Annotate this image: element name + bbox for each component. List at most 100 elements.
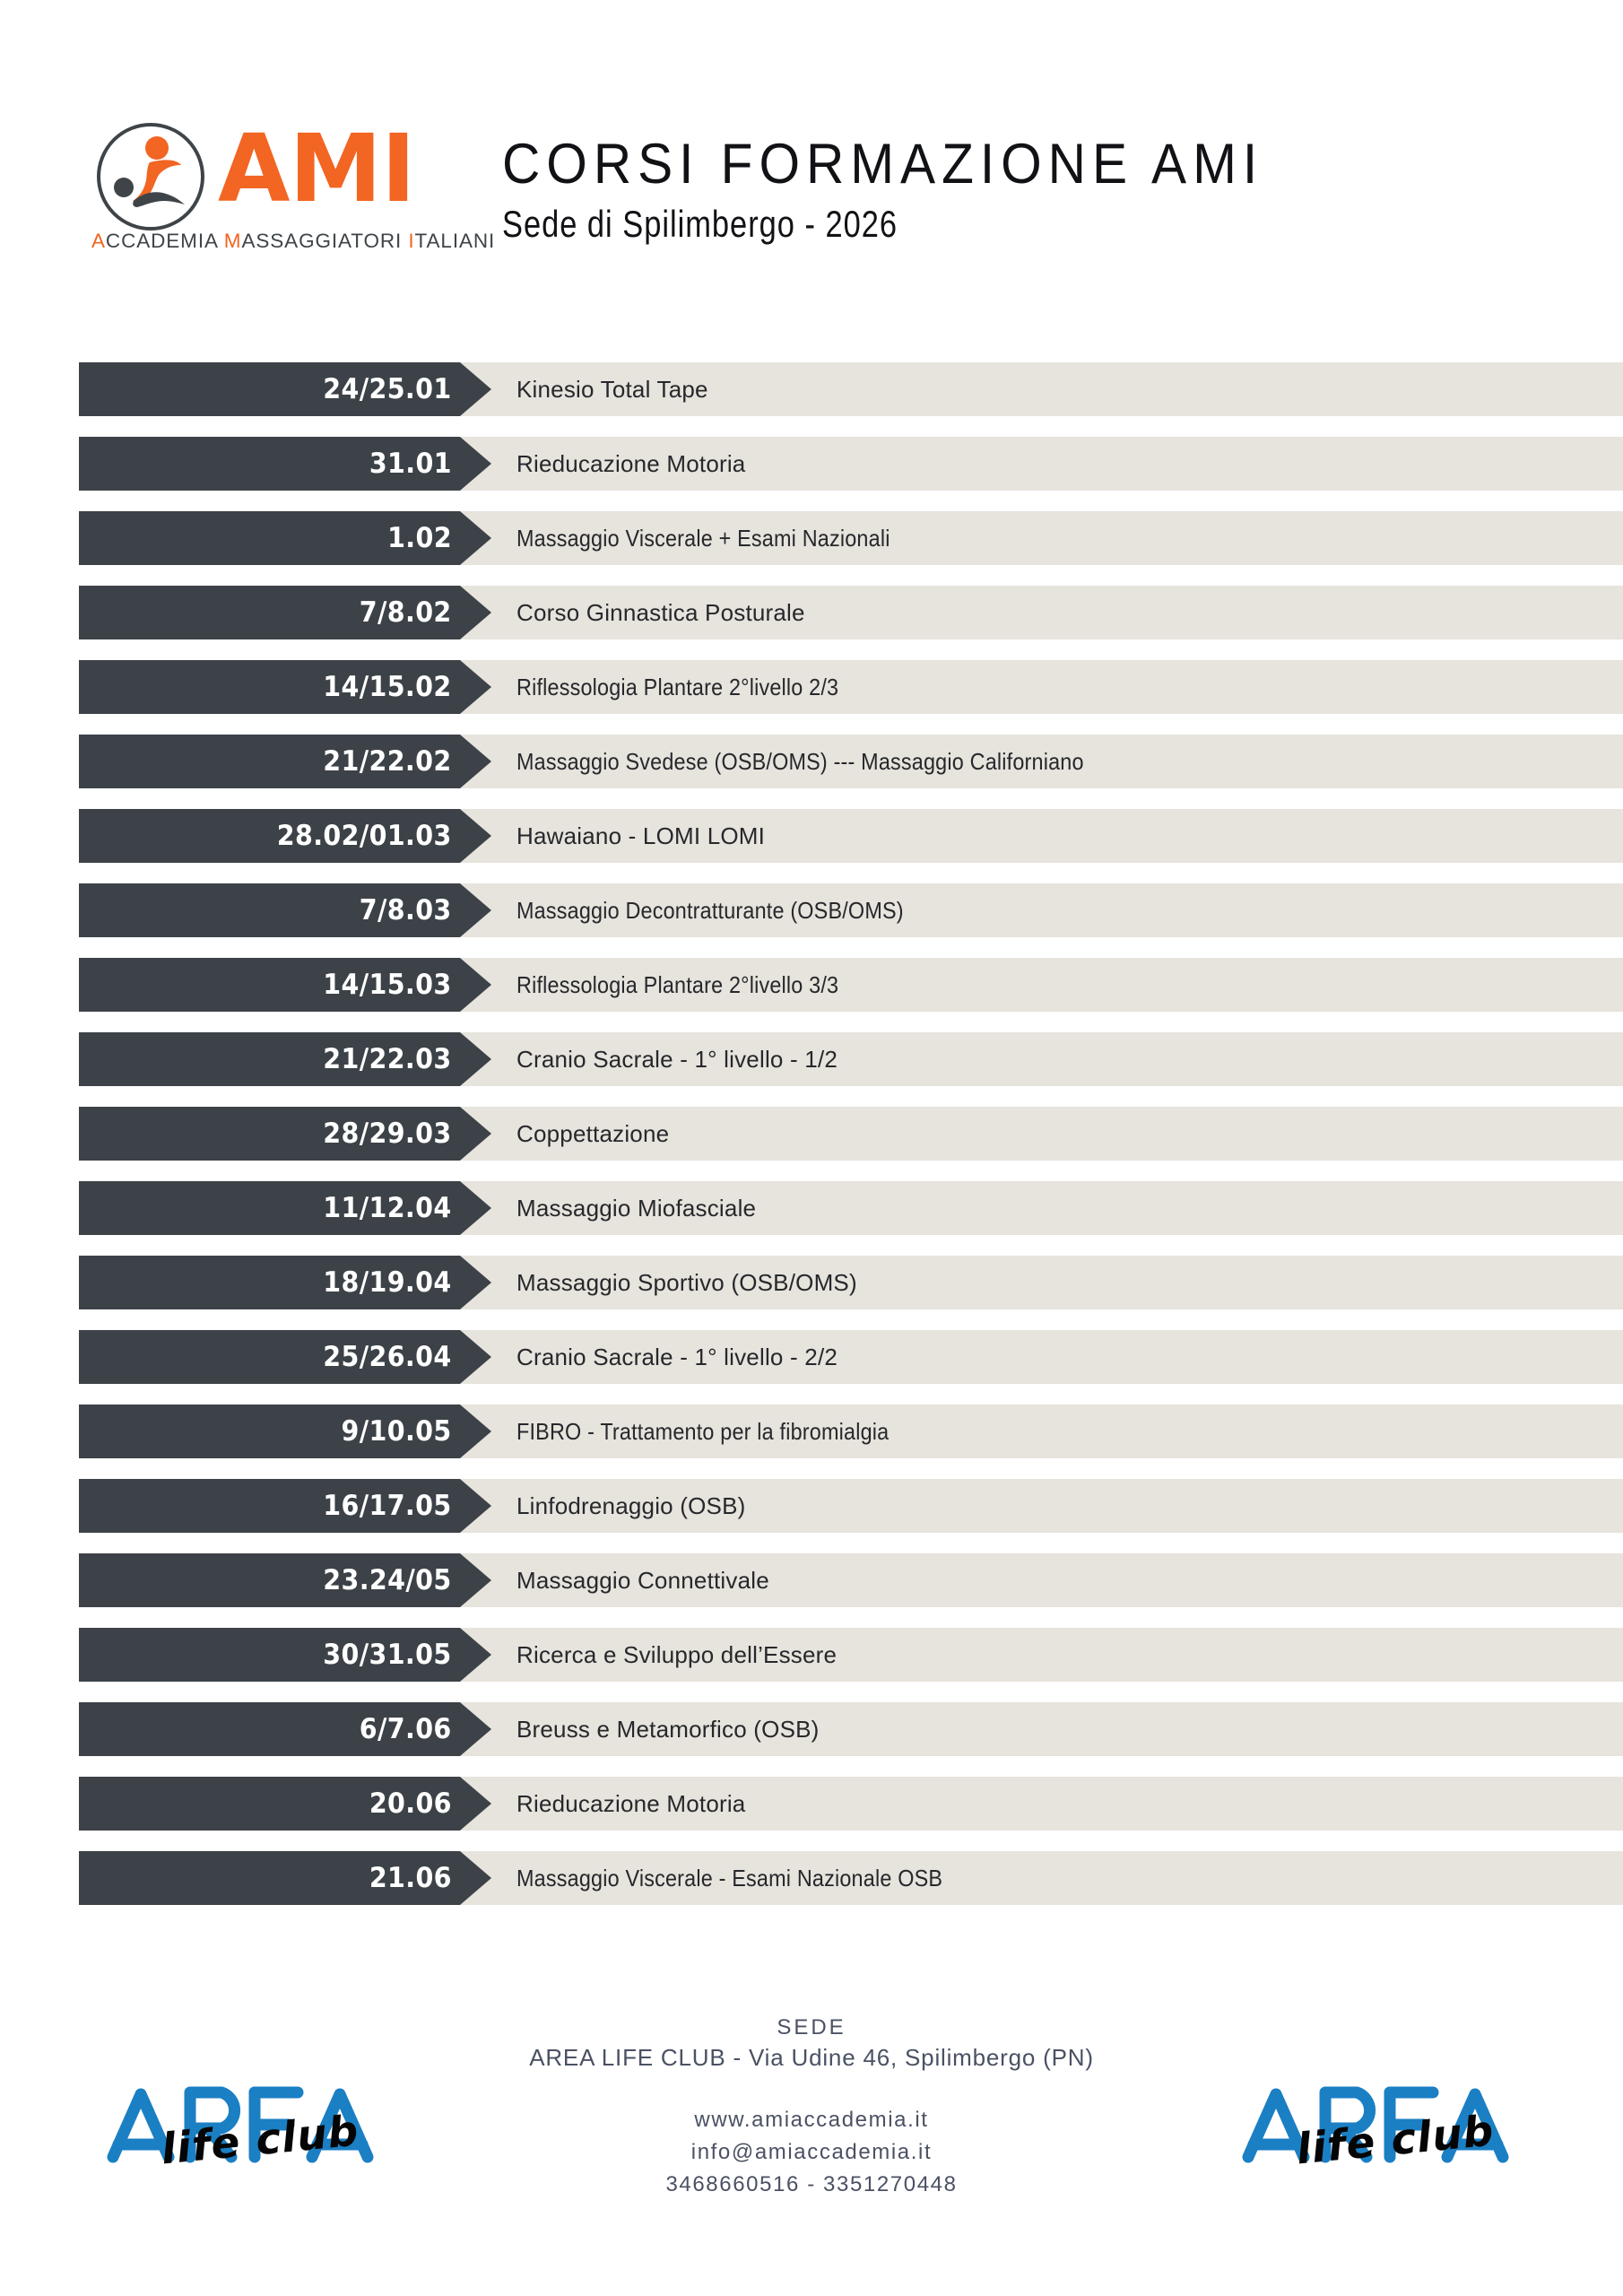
page-title: CORSI FORMAZIONE AMI xyxy=(502,133,1264,196)
course-date-tab: 14/15.02 xyxy=(79,660,491,714)
course-row: 7/8.02 Corso Ginnastica Posturale xyxy=(0,586,1623,660)
ami-tagline-taliani: TALIANI xyxy=(414,230,496,252)
ami-logo: AMI ACCADEMIA MASSAGGIATORI ITALIANI xyxy=(85,114,494,265)
course-date: 14/15.03 xyxy=(323,969,452,1001)
ami-tagline-m: M xyxy=(223,230,242,252)
course-date: 21.06 xyxy=(369,1862,452,1894)
course-title: Corso Ginnastica Posturale xyxy=(516,598,805,626)
course-date-tab: 18/19.04 xyxy=(79,1256,491,1309)
course-title: Massaggio Decontratturante (OSB/OMS) xyxy=(516,896,904,924)
course-title: Massaggio Svedese (OSB/OMS) --- Massaggi… xyxy=(516,747,1084,775)
course-title: Massaggio Connettivale xyxy=(516,1566,769,1594)
course-date-tab: 21/22.02 xyxy=(79,735,491,788)
course-date-tab: 14/15.03 xyxy=(79,958,491,1012)
course-row: 11/12.04 Massaggio Miofasciale xyxy=(0,1181,1623,1256)
course-title: Coppettazione xyxy=(516,1119,670,1147)
course-date-tab: 21/22.03 xyxy=(79,1032,491,1086)
course-title: Riflessologia Plantare 2°livello 2/3 xyxy=(516,673,839,700)
course-date: 20.06 xyxy=(369,1787,452,1820)
course-date-tab: 30/31.05 xyxy=(79,1628,491,1682)
course-date: 25/26.04 xyxy=(323,1341,452,1373)
course-date-tab: 7/8.03 xyxy=(79,883,491,937)
course-date-tab: 24/25.01 xyxy=(79,362,491,416)
course-row: 9/10.05 FIBRO - Trattamento per la fibrom… xyxy=(0,1405,1623,1479)
course-row: 31.01 Rieducazione Motoria xyxy=(0,437,1623,511)
course-row: 14/15.03 Riflessologia Plantare 2°livello… xyxy=(0,958,1623,1032)
course-title: Cranio Sacrale - 1° livello - 1/2 xyxy=(516,1045,838,1073)
course-date: 31.01 xyxy=(369,448,452,480)
course-row: 6/7.06 Breuss e Metamorfico (OSB) xyxy=(0,1702,1623,1777)
course-title: Kinesio Total Tape xyxy=(516,375,708,403)
course-row: 21.06 Massaggio Viscerale - Esami Naziona… xyxy=(0,1851,1623,1926)
area-wordmark-icon xyxy=(107,2086,374,2163)
course-date-tab: 11/12.04 xyxy=(79,1181,491,1235)
course-title: Riflessologia Plantare 2°livello 3/3 xyxy=(516,970,839,998)
course-date-tab: 20.06 xyxy=(79,1777,491,1831)
course-date: 7/8.02 xyxy=(360,596,452,629)
ami-tagline: ACCADEMIA MASSAGGIATORI ITALIANI xyxy=(91,230,495,253)
course-date: 6/7.06 xyxy=(360,1713,452,1745)
ami-tagline-ccademia: CCADEMIA xyxy=(105,230,224,252)
course-title: FIBRO - Trattamento per la fibromialgia xyxy=(516,1417,890,1445)
course-title: Hawaiano - LOMI LOMI xyxy=(516,822,766,849)
course-row: 28/29.03 Coppettazione xyxy=(0,1107,1623,1181)
course-title: Ricerca e Sviluppo dell’Essere xyxy=(516,1640,838,1668)
area-wordmark-icon-2 xyxy=(1242,2086,1509,2163)
course-date: 23.24/05 xyxy=(323,1564,452,1596)
course-date: 14/15.02 xyxy=(323,671,452,703)
course-row: 14/15.02 Riflessologia Plantare 2°livello… xyxy=(0,660,1623,735)
course-row: 24/25.01 Kinesio Total Tape xyxy=(0,362,1623,437)
course-date: 24/25.01 xyxy=(323,373,452,405)
course-date-tab: 21.06 xyxy=(79,1851,491,1905)
poster-footer: SEDE AREA LIFE CLUB - Via Udine 46, Spil… xyxy=(0,2013,1623,2296)
course-row: 7/8.03 Massaggio Decontratturante (OSB/OM… xyxy=(0,883,1623,958)
course-date-tab: 16/17.05 xyxy=(79,1479,491,1533)
course-date-tab: 28.02/01.03 xyxy=(79,809,491,863)
course-schedule-list: 24/25.01 Kinesio Total Tape 31.01 Rieducazi… xyxy=(0,362,1623,1926)
course-title: Massaggio Sportivo (OSB/OMS) xyxy=(516,1268,857,1296)
course-date: 11/12.04 xyxy=(323,1192,452,1224)
area-life-club-logo-left: life club xyxy=(97,2069,393,2204)
course-date: 21/22.02 xyxy=(323,745,452,778)
footer-phones[interactable]: 3468660516 - 3351270448 xyxy=(665,2172,958,2197)
footer-website[interactable]: www.amiaccademia.it xyxy=(694,2108,929,2133)
course-title: Massaggio Miofasciale xyxy=(516,1194,757,1222)
course-date: 28.02/01.03 xyxy=(276,820,452,852)
course-date-tab: 28/29.03 xyxy=(79,1107,491,1161)
course-row: 30/31.05 Ricerca e Sviluppo dell’Essere xyxy=(0,1628,1623,1702)
title-block: CORSI FORMAZIONE AMI Sede di Spilimbergo… xyxy=(502,135,1321,246)
footer-sede-label: SEDE xyxy=(777,2015,846,2039)
ami-circle-massage-logo-icon xyxy=(97,123,204,230)
course-row: 18/19.04 Massaggio Sportivo (OSB/OMS) xyxy=(0,1256,1623,1330)
poster-header: AMI ACCADEMIA MASSAGGIATORI ITALIANI COR… xyxy=(0,0,1623,296)
course-date-tab: 7/8.02 xyxy=(79,586,491,639)
course-date-tab: 6/7.06 xyxy=(79,1702,491,1756)
course-row: 23.24/05 Massaggio Connettivale xyxy=(0,1553,1623,1628)
page-subtitle: Sede di Spilimbergo - 2026 xyxy=(502,203,898,246)
course-date-tab: 31.01 xyxy=(79,437,491,491)
course-row: 1.02 Massaggio Viscerale + Esami Nazional… xyxy=(0,511,1623,586)
ami-wordmark: AMI xyxy=(218,114,416,223)
course-date-tab: 9/10.05 xyxy=(79,1405,491,1458)
course-date: 18/19.04 xyxy=(323,1266,452,1299)
area-life-club-logo-right: life club xyxy=(1232,2069,1528,2204)
course-date: 21/22.03 xyxy=(323,1043,452,1075)
course-date: 16/17.05 xyxy=(323,1490,452,1522)
footer-contact-block: SEDE AREA LIFE CLUB - Via Udine 46, Spil… xyxy=(0,2013,1623,2201)
course-date-tab: 25/26.04 xyxy=(79,1330,491,1384)
course-date: 9/10.05 xyxy=(341,1415,452,1448)
course-date: 28/29.03 xyxy=(323,1118,452,1150)
course-row: 28.02/01.03 Hawaiano - LOMI LOMI xyxy=(0,809,1623,883)
course-title: Massaggio Viscerale - Esami Nazionale OS… xyxy=(516,1864,943,1892)
ami-tagline-a: A xyxy=(91,230,106,252)
course-date-tab: 1.02 xyxy=(79,511,491,565)
course-row: 20.06 Rieducazione Motoria xyxy=(0,1777,1623,1851)
course-title: Massaggio Viscerale + Esami Nazionali xyxy=(516,524,890,552)
course-row: 16/17.05 Linfodrenaggio (OSB) xyxy=(0,1479,1623,1553)
footer-email[interactable]: info@amiaccademia.it xyxy=(690,2140,933,2165)
course-title: Breuss e Metamorfico (OSB) xyxy=(516,1715,820,1743)
course-title: Cranio Sacrale - 1° livello - 2/2 xyxy=(516,1343,838,1370)
course-date-tab: 23.24/05 xyxy=(79,1553,491,1607)
footer-address: AREA LIFE CLUB - Via Udine 46, Spilimber… xyxy=(529,2044,1094,2072)
